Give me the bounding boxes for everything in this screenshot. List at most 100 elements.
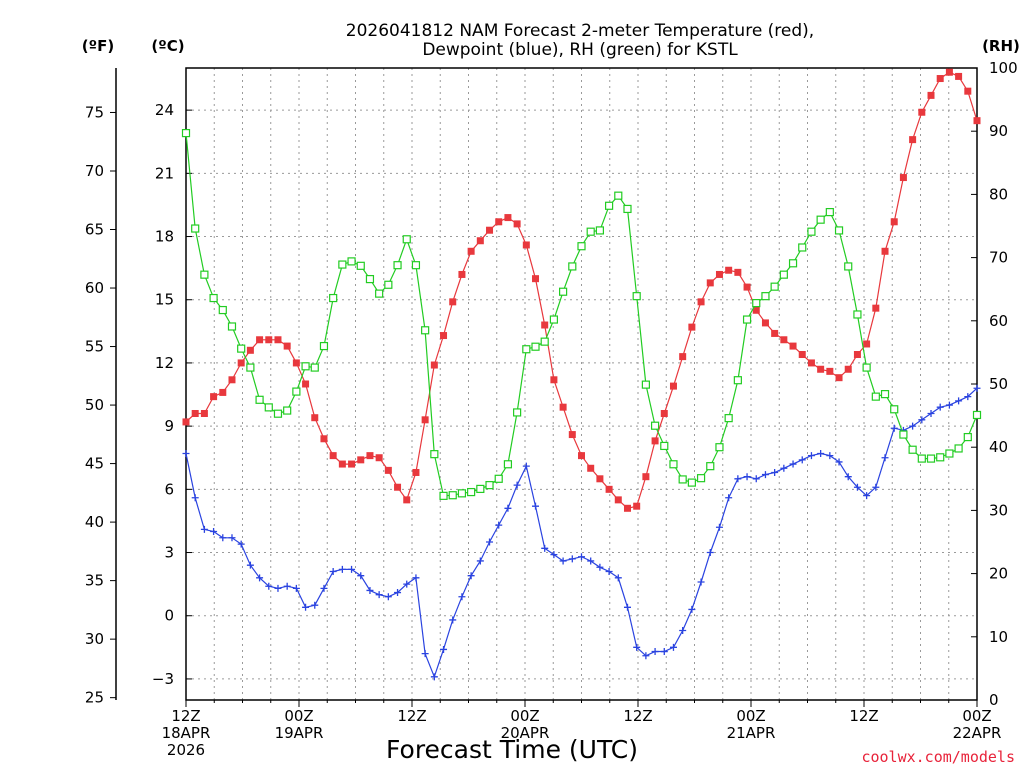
rh-point [237,344,246,353]
dewpoint-point [568,555,576,563]
rh-point [577,242,586,251]
fahrenheit-tick-label: 75 [85,103,104,121]
dewpoint-point [522,462,530,470]
rh-point [430,450,439,459]
rh-point [485,481,494,490]
temperature-point [504,214,512,222]
dewpoint-point [725,494,733,502]
temperature-point [743,283,751,291]
dewpoint-point [945,401,953,409]
rh-point [375,289,384,298]
fahrenheit-tick-label: 50 [85,396,104,414]
temperature-point [449,298,457,306]
rh-point [623,204,632,214]
temperature-point [283,342,291,350]
dewpoint-point [679,626,687,634]
rh-point [264,403,273,412]
temperature-point [384,466,392,474]
rh-point [632,292,641,301]
x-axis-title: Forecast Time (UTC) [386,735,638,764]
rh-point [779,270,788,279]
dewpoint-point [734,475,742,483]
temperature-point [467,247,475,255]
temperature-point [872,304,880,312]
temperature-point [752,306,760,314]
dewpoint-point [752,475,760,483]
temperature-point [578,452,585,460]
temperature-point [311,414,319,422]
temperature-point [596,475,604,483]
x-tick-label: 00Z [510,707,539,725]
dewpoint-point [743,473,751,481]
chart-title: 2026041812 NAM Forecast 2-meter Temperat… [346,21,814,41]
rh-point [246,363,255,372]
dewpoint-point [228,534,236,542]
rh-point [356,261,365,270]
dewpoint-point [807,452,815,460]
dewpoint-point [200,525,208,533]
rh-tick-label: 30 [989,501,1008,519]
dewpoint-point [835,458,843,466]
rh-point [540,337,549,346]
dewpoint-point [614,574,622,582]
temperature-point [237,359,245,367]
rh-point [742,315,752,324]
dewpoint-point [274,584,282,592]
rh-point [301,362,310,371]
rh-point [439,491,448,500]
dewpoint-point [660,648,668,656]
temperature-point [955,72,963,80]
dewpoint-point [973,384,981,392]
temperature-point [265,336,273,344]
rh-tick-label: 50 [989,375,1008,393]
rh-point [402,235,411,244]
celsius-tick-label: 21 [155,164,174,182]
temperature-point [292,359,300,367]
rh-tick-label: 100 [989,59,1018,77]
credit-text: coolwx.com/models [861,748,1015,766]
rh-point [191,224,200,233]
rh-point [255,395,264,404]
temperature-point [761,319,769,327]
dewpoint-point [669,643,677,651]
temperature-point [863,340,871,348]
rh-tick-label: 0 [989,691,999,709]
dewpoint-point [872,483,880,491]
temperature-point [826,367,834,375]
temperature-point [219,388,227,396]
rh-tick-label: 90 [989,122,1008,140]
x-tick-label: 00Z [962,707,991,725]
rh-point [899,430,908,439]
temperature-point [302,380,310,388]
dewpoint-point [817,450,825,458]
temperature-point [945,68,953,76]
dewpoint-point [191,494,199,502]
rh-point [586,227,595,236]
fahrenheit-tick-label: 70 [85,162,104,180]
rh-point [871,392,880,401]
temperature-point [789,342,797,350]
dewpoint-point [761,471,769,479]
temperature-point [357,456,365,464]
rh-point [660,441,669,451]
temperature-point [973,117,981,125]
celsius-tick-label: 24 [155,101,174,119]
rh-point [457,489,467,498]
dewpoint-point [292,584,300,592]
rh-point [467,487,476,497]
rh-point [954,444,963,453]
dewpoint-point [219,534,227,542]
temperature-point [412,468,420,476]
rh-unit-label: (RH) [982,37,1020,55]
dewpoint-point [578,553,585,561]
dewpoint-point [338,565,346,573]
rh-point [522,345,531,354]
rh-point [936,453,945,462]
temperature-point [623,504,631,512]
temperature-point [633,502,641,510]
temperature-point [182,418,190,426]
dewpoint-point [467,572,475,580]
rh-point [448,491,457,500]
temperature-point [440,332,448,340]
temperature-point [642,473,650,481]
